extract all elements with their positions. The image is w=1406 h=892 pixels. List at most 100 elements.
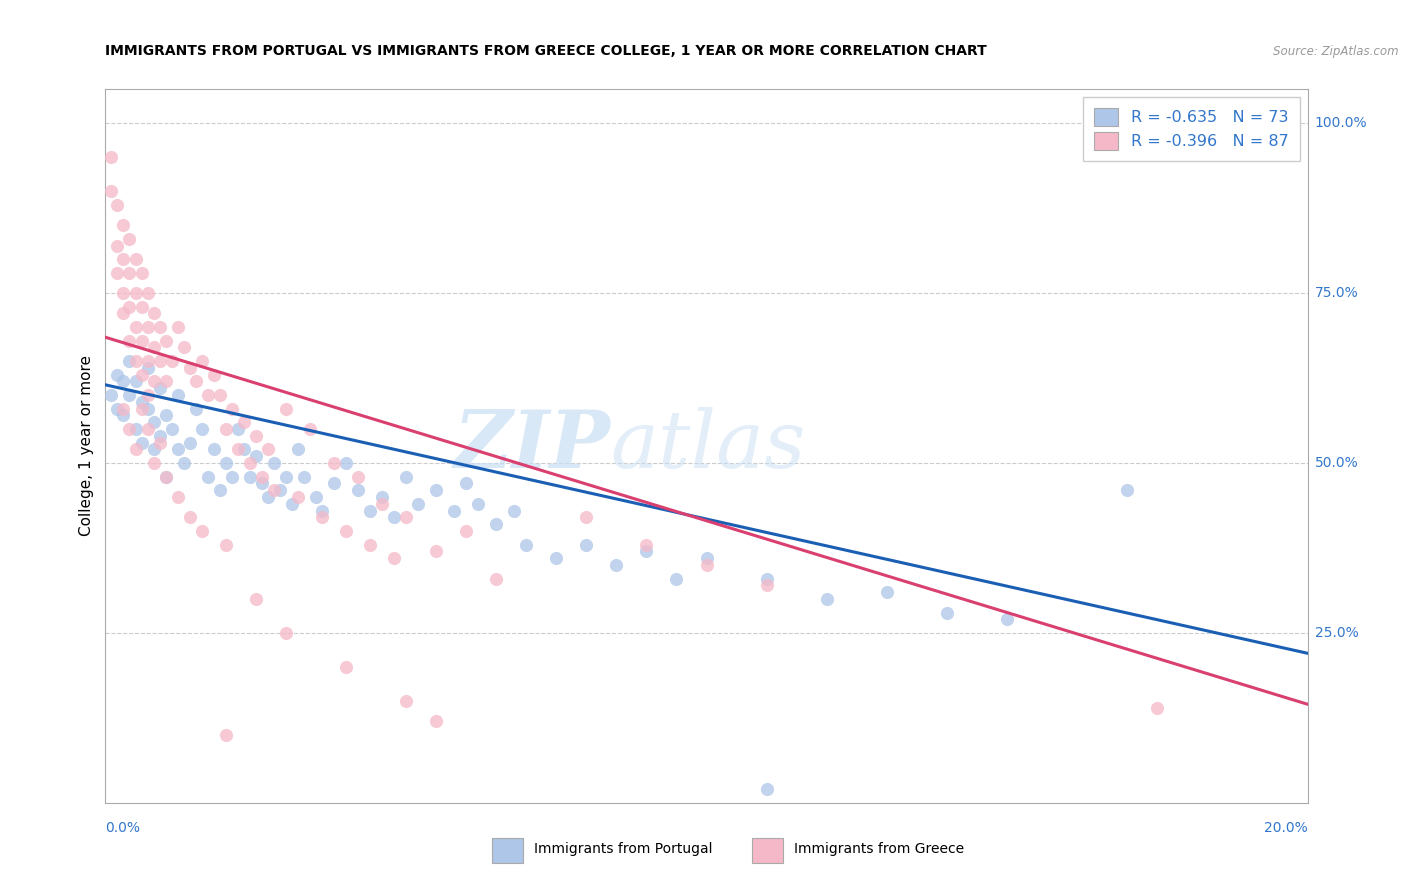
- Point: [166, 320, 188, 334]
- Point: [179, 360, 201, 375]
- Point: [371, 490, 394, 504]
- Point: [155, 409, 177, 423]
- Point: [142, 415, 165, 429]
- Point: [155, 334, 177, 348]
- Point: [112, 218, 135, 232]
- Point: [142, 375, 165, 389]
- Point: [274, 469, 297, 483]
- Point: [696, 551, 718, 566]
- Text: ZIP: ZIP: [454, 408, 610, 484]
- Point: [239, 456, 262, 470]
- Point: [118, 334, 141, 348]
- Point: [190, 422, 212, 436]
- Point: [136, 360, 159, 375]
- Point: [112, 252, 135, 266]
- Point: [142, 341, 165, 355]
- Point: [197, 469, 219, 483]
- Point: [131, 394, 153, 409]
- Point: [503, 503, 526, 517]
- Point: [226, 442, 249, 457]
- Point: [100, 388, 122, 402]
- Point: [107, 238, 129, 252]
- Point: [665, 572, 688, 586]
- Point: [546, 551, 568, 566]
- Point: [202, 368, 225, 382]
- Point: [311, 510, 333, 524]
- Point: [256, 490, 278, 504]
- Text: Immigrants from Greece: Immigrants from Greece: [794, 842, 965, 856]
- Point: [322, 456, 344, 470]
- Point: [755, 782, 778, 797]
- Text: 75.0%: 75.0%: [1315, 286, 1358, 300]
- Text: IMMIGRANTS FROM PORTUGAL VS IMMIGRANTS FROM GREECE COLLEGE, 1 YEAR OR MORE CORRE: IMMIGRANTS FROM PORTUGAL VS IMMIGRANTS F…: [105, 44, 987, 58]
- Point: [131, 435, 153, 450]
- Point: [190, 354, 212, 368]
- Point: [406, 497, 429, 511]
- Point: [148, 381, 170, 395]
- Point: [292, 469, 315, 483]
- Point: [425, 714, 447, 729]
- Text: 0.0%: 0.0%: [105, 821, 141, 835]
- Point: [148, 429, 170, 443]
- Point: [131, 266, 153, 280]
- Point: [575, 537, 598, 551]
- Point: [166, 442, 188, 457]
- Point: [136, 286, 159, 301]
- Point: [443, 503, 465, 517]
- Point: [454, 476, 477, 491]
- Point: [636, 544, 658, 558]
- Text: 20.0%: 20.0%: [1264, 821, 1308, 835]
- Point: [359, 503, 381, 517]
- Point: [124, 422, 146, 436]
- Point: [118, 354, 141, 368]
- Point: [226, 422, 249, 436]
- Point: [131, 334, 153, 348]
- Point: [214, 537, 236, 551]
- Point: [636, 537, 658, 551]
- Point: [112, 306, 135, 320]
- Point: [160, 354, 183, 368]
- Point: [131, 300, 153, 314]
- Point: [179, 510, 201, 524]
- Point: [274, 626, 297, 640]
- Point: [335, 660, 357, 674]
- Point: [382, 551, 405, 566]
- Point: [347, 469, 370, 483]
- Point: [136, 401, 159, 416]
- Point: [124, 442, 146, 457]
- Point: [395, 694, 418, 708]
- Point: [142, 442, 165, 457]
- Y-axis label: College, 1 year or more: College, 1 year or more: [79, 356, 94, 536]
- Point: [107, 368, 129, 382]
- Point: [232, 415, 254, 429]
- Point: [371, 497, 394, 511]
- Text: Source: ZipAtlas.com: Source: ZipAtlas.com: [1274, 45, 1399, 58]
- Point: [112, 375, 135, 389]
- Point: [395, 469, 418, 483]
- Point: [755, 572, 778, 586]
- Point: [395, 510, 418, 524]
- Point: [696, 558, 718, 572]
- Point: [179, 435, 201, 450]
- Point: [995, 612, 1018, 626]
- Point: [239, 469, 262, 483]
- Point: [322, 476, 344, 491]
- Point: [347, 483, 370, 498]
- Point: [263, 456, 285, 470]
- Point: [485, 572, 508, 586]
- Point: [136, 388, 159, 402]
- Point: [269, 483, 291, 498]
- Point: [142, 456, 165, 470]
- Text: 100.0%: 100.0%: [1315, 116, 1367, 130]
- Point: [118, 422, 141, 436]
- Point: [605, 558, 627, 572]
- Point: [214, 456, 236, 470]
- Point: [173, 456, 195, 470]
- Point: [124, 375, 146, 389]
- Point: [100, 150, 122, 164]
- Point: [250, 476, 273, 491]
- Point: [155, 469, 177, 483]
- Point: [815, 591, 838, 606]
- Point: [335, 524, 357, 538]
- Point: [287, 490, 309, 504]
